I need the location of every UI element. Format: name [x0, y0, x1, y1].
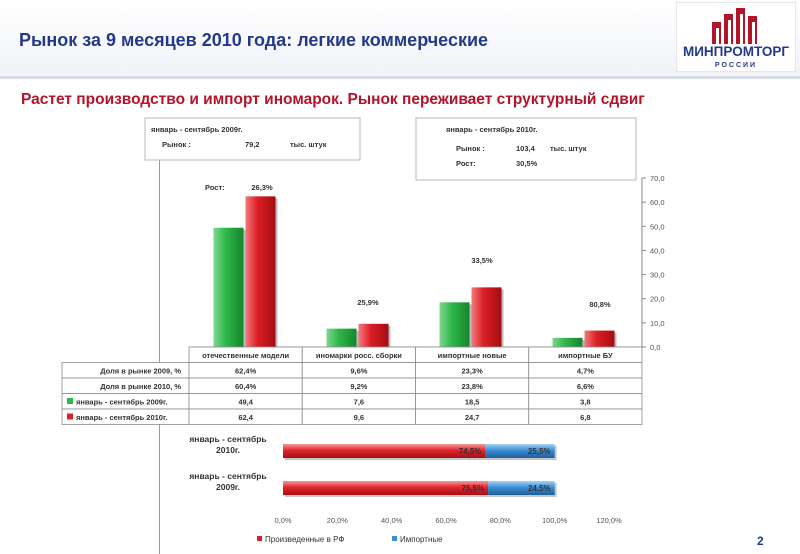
info-box-2009: январь - сентябрь 2009г. Рынок : 79,2 ты…: [144, 117, 361, 161]
ministry-logo: МИНПРОМТОРГ РОССИИ: [676, 2, 796, 72]
table-cell-value: 62,4: [238, 413, 253, 422]
y-tick-label: 50,0: [650, 222, 665, 231]
y-tick-label: 30,0: [650, 271, 665, 280]
table-cell-value: 3,8: [580, 397, 590, 406]
legend-label: Импортные: [400, 535, 443, 544]
x-tick-label: иномарки росс. сборки: [316, 351, 402, 360]
x-tick-label: отечественные модели: [202, 351, 289, 360]
growth-label: Рост:: [205, 183, 225, 192]
x-tick-label: 80,0%: [490, 516, 512, 525]
info-2010-market-value: 103,4: [516, 144, 536, 153]
x-tick-label: импортные БУ: [558, 351, 613, 360]
y-tick-label: 10,0: [650, 319, 665, 328]
bar-2010: [358, 323, 389, 347]
x-tick-label: 0,0%: [274, 516, 291, 525]
y-tick-label: 60,0: [650, 198, 665, 207]
bar-2009: [326, 328, 357, 347]
table-cell-value: 4,7%: [577, 366, 594, 375]
table-cell-value: 6,8: [580, 413, 590, 422]
vertical-divider: [159, 118, 160, 554]
y-tick-label: 0,0: [650, 343, 660, 352]
x-tick-label: импортные новые: [438, 351, 507, 360]
share-value-label: 75,5%: [461, 484, 484, 493]
bar-2009: [552, 337, 583, 347]
info-box-2010: январь - сентябрь 2010г. Рынок : 103,4 т…: [415, 117, 637, 181]
table-cell-value: 7,6: [354, 397, 364, 406]
share-value-label: 24,5%: [528, 484, 551, 493]
table-cell-value: 49,4: [238, 397, 253, 406]
share-chart: 0,0% 20,0% 40,0% 60,0% 80,0% 100,0% 120,0% янва…: [189, 434, 622, 544]
share-bar-import: [485, 444, 555, 458]
logo-text: МИНПРОМТОРГ: [683, 44, 789, 59]
page-number: 2: [757, 534, 764, 548]
legend-label: Произведенные в РФ: [265, 535, 344, 544]
share-bar-domestic: [283, 481, 489, 495]
info-2009-unit: тыс. штук: [290, 140, 327, 149]
legend-swatch: [67, 413, 73, 420]
info-2010-growth-value: 30,5%: [516, 159, 538, 168]
y-tick-label: 20,0: [650, 295, 665, 304]
info-2009-market-label: Рынок :: [162, 140, 191, 149]
table-cell-value: 18,5: [465, 397, 480, 406]
info-2010-market-label: Рынок :: [456, 144, 485, 153]
page-title: Рынок за 9 месяцев 2010 года: легкие ком…: [19, 30, 489, 50]
table-cell-value: 6,6%: [577, 382, 594, 391]
growth-percent-label: 80,8%: [589, 300, 611, 309]
growth-percent-label: 33,5%: [471, 256, 493, 265]
header-divider: [0, 76, 800, 79]
legend-swatch: [392, 536, 397, 541]
table-cell-value: 9,2%: [350, 382, 367, 391]
share-bar-domestic: [283, 444, 486, 458]
info-2009-title: январь - сентябрь 2009г.: [151, 125, 242, 134]
share-bar-import: [488, 481, 555, 495]
y-tick-label: 70,0: [650, 174, 665, 183]
growth-percent-label: 26,3%: [251, 183, 273, 192]
table-cell-value: 23,3%: [461, 366, 483, 375]
info-2009-market-value: 79,2: [245, 140, 260, 149]
x-tick-label: 60,0%: [435, 516, 457, 525]
growth-percent-label: 25,9%: [357, 298, 379, 307]
bar-2010: [471, 287, 502, 347]
table-row-label: Доля в рынке 2009, %: [100, 366, 181, 375]
logo-subtext: РОССИИ: [715, 62, 757, 69]
y-axis-ticks: 0,0 10,0 20,0 30,0 40,0 50,0 60,0 70,0: [642, 174, 665, 352]
table-cell-value: 62,4%: [235, 366, 257, 375]
share-value-label: 74,5%: [459, 447, 482, 456]
category-label: январь - сентябрь 2010г.: [189, 434, 266, 455]
info-2010-unit: тыс. штук: [550, 144, 587, 153]
bar-2009: [439, 302, 470, 347]
table-row-label: январь - сентябрь 2010г.: [76, 413, 167, 422]
y-tick-label: 40,0: [650, 246, 665, 255]
x-tick-label: 40,0%: [381, 516, 403, 525]
category-label: январь - сентябрь 2009г.: [189, 471, 266, 492]
table-cell-value: 23,8%: [461, 382, 483, 391]
legend-swatch: [67, 398, 73, 404]
x-tick-label: 120,0%: [596, 516, 622, 525]
info-2010-growth-label: Рост:: [456, 159, 476, 168]
table-cell-value: 60,4%: [235, 382, 257, 391]
page-subtitle: Растет производство и импорт иномарок. Р…: [21, 91, 645, 108]
bar-chart: 26,3% 25,9% 33,5% 80,8%: [189, 183, 642, 348]
table-cell-value: 9,6: [354, 413, 364, 422]
bar-2010: [584, 330, 615, 347]
legend-swatch: [257, 536, 262, 541]
x-tick-label: 20,0%: [327, 516, 349, 525]
header-bar: [0, 0, 800, 76]
bar-2010: [245, 196, 276, 347]
x-tick-label: 100,0%: [542, 516, 568, 525]
share-value-label: 25,5%: [528, 447, 551, 456]
table-row-label: январь - сентябрь 2009г.: [76, 397, 167, 406]
data-table: отечественные модели иномарки росс. сборк…: [61, 346, 643, 425]
info-2010-title: январь - сентябрь 2010г.: [446, 125, 537, 134]
table-row-label: Доля в рынке 2010, %: [100, 382, 181, 391]
table-cell: [528, 408, 643, 425]
table-cell-value: 24,7: [465, 413, 480, 422]
table-cell-value: 9,6%: [350, 366, 367, 375]
bar-2009: [213, 227, 244, 347]
